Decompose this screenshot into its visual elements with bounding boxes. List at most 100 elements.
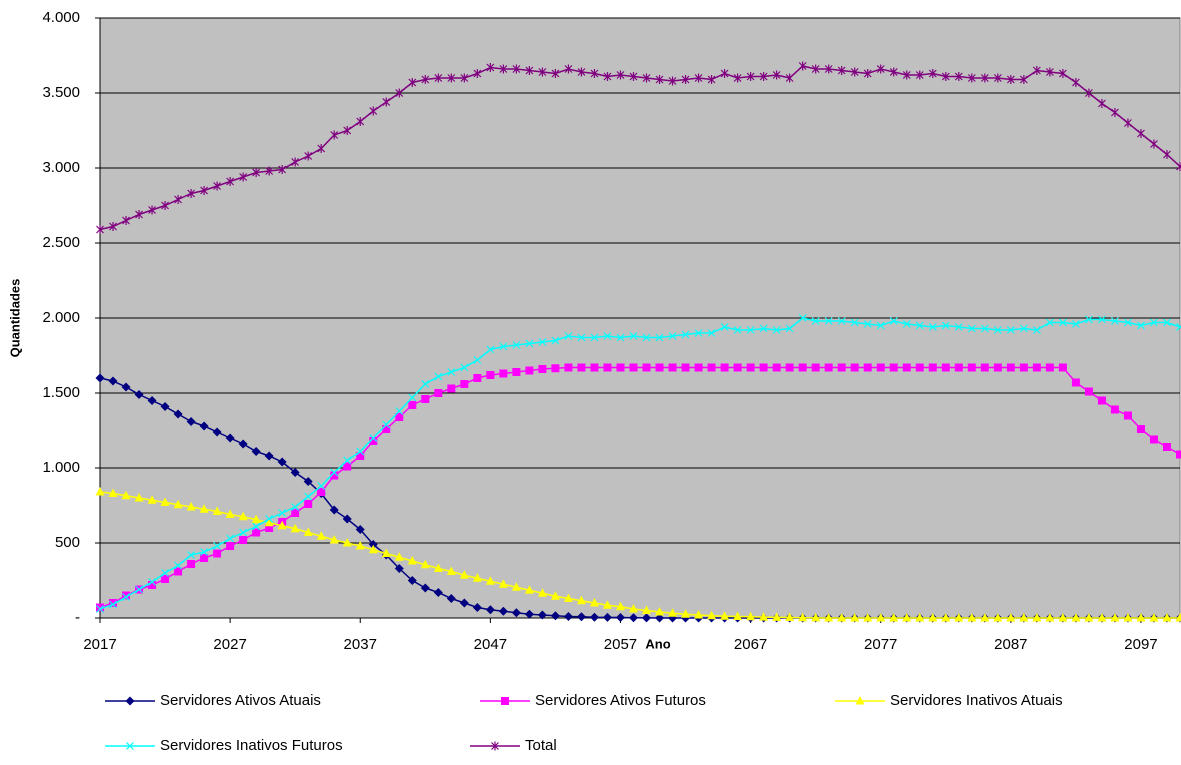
data-point	[577, 364, 585, 372]
data-point	[382, 425, 390, 433]
x-tick-label: 2047	[474, 636, 507, 653]
y-axis-label: Quantidades	[7, 279, 22, 358]
y-tick-label: 2.500	[42, 234, 80, 251]
data-point	[968, 364, 976, 372]
legend-item: Servidores Ativos Atuais	[105, 692, 321, 709]
data-point	[682, 364, 690, 372]
data-point	[473, 374, 481, 382]
y-tick-label: 4.000	[42, 9, 80, 26]
legend-label: Servidores Inativos Futuros	[160, 737, 343, 754]
data-point	[1150, 436, 1158, 444]
x-tick-label: 2077	[864, 636, 897, 653]
legend-item: Servidores Inativos Atuais	[835, 692, 1063, 709]
y-tick-label: 500	[55, 534, 80, 551]
data-point	[890, 364, 898, 372]
data-point	[421, 395, 429, 403]
legend-item: Servidores Inativos Futuros	[105, 737, 343, 754]
data-point	[1085, 388, 1093, 396]
data-point	[629, 364, 637, 372]
data-point	[564, 364, 572, 372]
data-point	[187, 560, 195, 568]
data-point	[460, 380, 468, 388]
data-point	[734, 364, 742, 372]
y-tick-label: 1.000	[42, 459, 80, 476]
data-point	[1046, 364, 1054, 372]
data-point	[1137, 425, 1145, 433]
y-tick-label: -	[75, 609, 80, 626]
data-point	[669, 364, 677, 372]
data-point	[590, 364, 598, 372]
legend-label: Servidores Inativos Atuais	[890, 692, 1063, 709]
data-point	[838, 364, 846, 372]
data-point	[760, 364, 768, 372]
data-point	[1033, 364, 1041, 372]
data-point	[721, 364, 729, 372]
data-point	[239, 536, 247, 544]
data-point	[1124, 412, 1132, 420]
data-point	[226, 542, 234, 550]
x-tick-label: 2097	[1124, 636, 1157, 653]
data-point	[851, 364, 859, 372]
data-point	[538, 365, 546, 373]
data-point	[773, 364, 781, 372]
data-point	[434, 389, 442, 397]
data-point	[525, 367, 533, 375]
data-point	[747, 364, 755, 372]
data-point	[616, 364, 624, 372]
x-tick-label: 2037	[344, 636, 377, 653]
data-point	[499, 370, 507, 378]
data-point	[512, 368, 520, 376]
data-point	[1111, 406, 1119, 414]
data-point	[643, 364, 651, 372]
data-point	[486, 371, 494, 379]
data-point	[447, 385, 455, 393]
data-point	[929, 364, 937, 372]
y-tick-label: 3.500	[42, 84, 80, 101]
legend-item: Total	[470, 737, 557, 754]
x-tick-label: 2017	[83, 636, 116, 653]
data-point	[825, 364, 833, 372]
data-point	[864, 364, 872, 372]
data-point	[1007, 364, 1015, 372]
y-tick-label: 3.000	[42, 159, 80, 176]
data-point	[695, 364, 703, 372]
x-tick-label: 2087	[994, 636, 1027, 653]
legend-label: Total	[525, 737, 557, 754]
data-point	[877, 364, 885, 372]
data-point	[551, 364, 559, 372]
data-point	[304, 500, 312, 508]
data-point	[955, 364, 963, 372]
data-point	[916, 364, 924, 372]
data-point	[981, 364, 989, 372]
data-point	[812, 364, 820, 372]
data-point	[1176, 451, 1181, 459]
x-tick-label: 2067	[734, 636, 767, 653]
legend-marker	[501, 697, 509, 705]
data-point	[786, 364, 794, 372]
data-point	[1059, 364, 1067, 372]
data-point	[656, 364, 664, 372]
data-point	[1020, 364, 1028, 372]
y-tick-label: 2.000	[42, 309, 80, 326]
data-point	[603, 364, 611, 372]
data-point	[213, 550, 221, 558]
data-point	[708, 364, 716, 372]
legend-label: Servidores Ativos Atuais	[160, 692, 321, 709]
legend-label: Servidores Ativos Futuros	[535, 692, 706, 709]
y-tick-label: 1.500	[42, 384, 80, 401]
data-point	[1163, 443, 1171, 451]
data-point	[994, 364, 1002, 372]
data-point	[1098, 397, 1106, 405]
legend-marker	[126, 697, 135, 706]
data-point	[942, 364, 950, 372]
legend-item: Servidores Ativos Futuros	[480, 692, 706, 709]
data-point	[799, 364, 807, 372]
x-axis-label: Ano	[645, 636, 670, 651]
x-tick-label: 2057	[604, 636, 637, 653]
x-tick-label: 2027	[213, 636, 246, 653]
data-point	[408, 401, 416, 409]
data-point	[1072, 379, 1080, 387]
data-point	[903, 364, 911, 372]
